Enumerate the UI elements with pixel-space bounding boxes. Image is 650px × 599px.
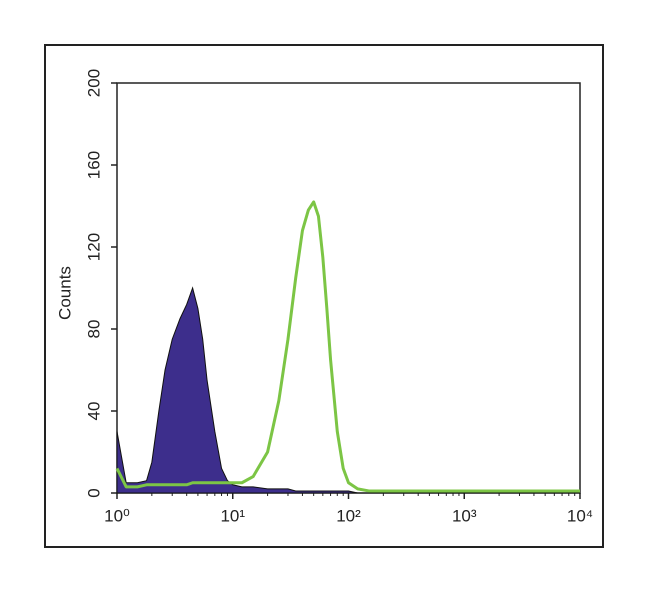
x-tick-label: 10⁴ [567, 506, 593, 525]
y-tick-label: 80 [84, 320, 103, 339]
x-tick-label: 10³ [452, 506, 477, 525]
y-tick-label: 200 [84, 69, 103, 97]
y-axis-label: Counts [55, 266, 74, 320]
histogram-line [115, 200, 580, 493]
filled-histogram [116, 286, 580, 494]
x-tick-label: 10² [336, 506, 361, 525]
y-tick-label: 0 [84, 488, 103, 497]
x-tick-label: 10⁰ [104, 506, 130, 525]
frame [44, 44, 604, 548]
y-tick-label: 160 [84, 151, 103, 179]
y-tick-label: 120 [84, 233, 103, 261]
y-tick-label: 40 [84, 402, 103, 421]
x-tick-label: 10¹ [220, 506, 245, 525]
